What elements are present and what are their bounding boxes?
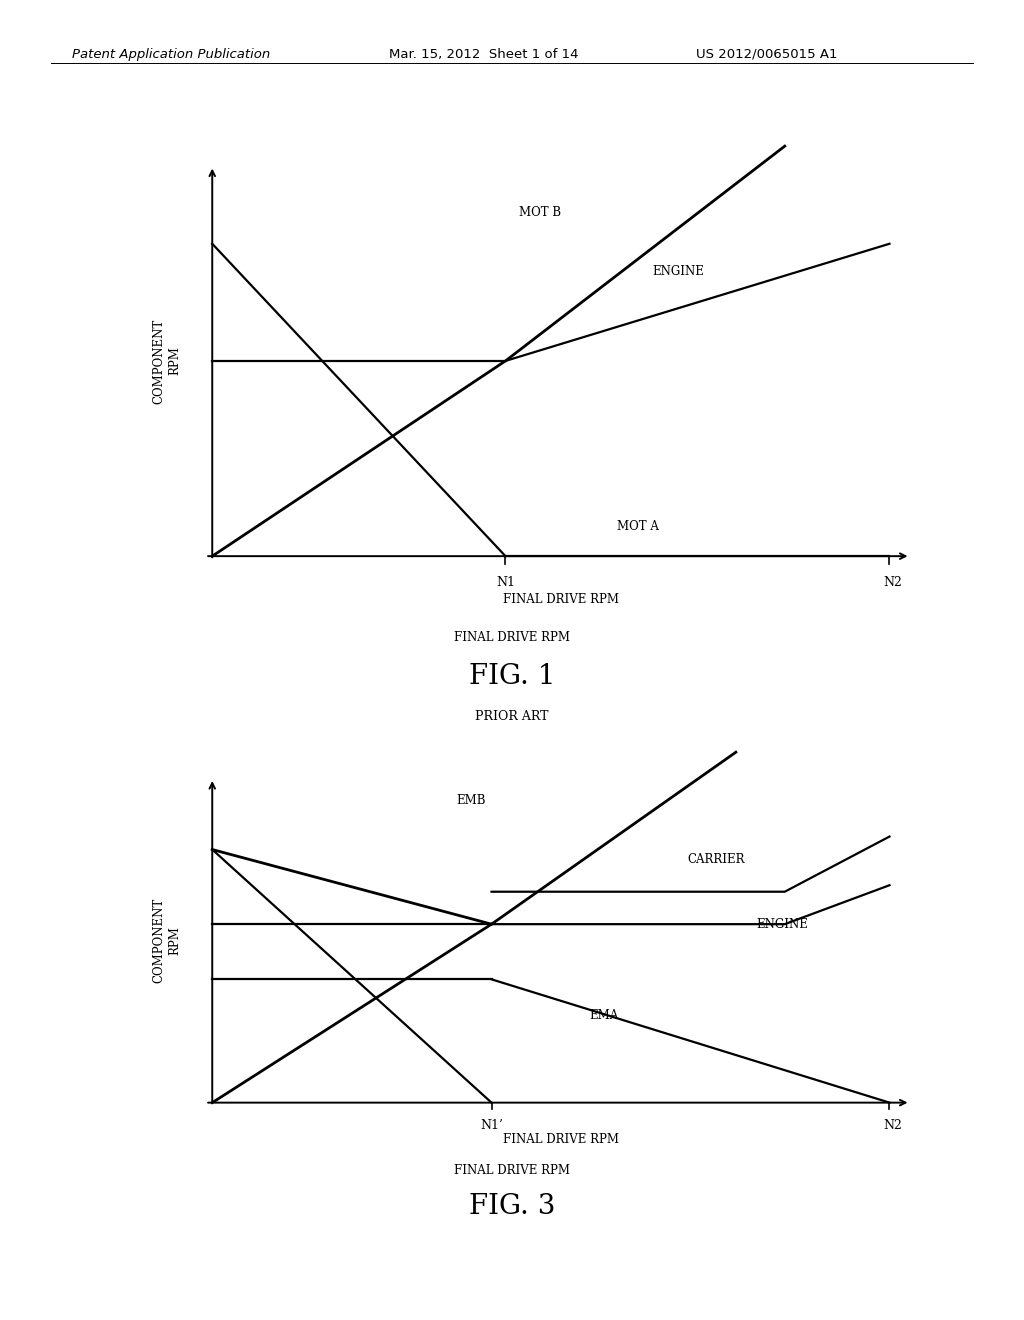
Text: FIG. 1: FIG. 1 [469,663,555,689]
Text: N1’: N1’ [480,1119,503,1131]
Text: FIG. 3: FIG. 3 [469,1193,555,1220]
Text: FINAL DRIVE RPM: FINAL DRIVE RPM [454,1164,570,1177]
Text: MOT A: MOT A [617,520,659,533]
Text: PRIOR ART: PRIOR ART [475,710,549,723]
Text: COMPONENT
RPM: COMPONENT RPM [153,898,181,983]
Text: EMA: EMA [589,1008,618,1022]
Text: COMPONENT
RPM: COMPONENT RPM [153,318,181,404]
Text: ENGINE: ENGINE [757,917,809,931]
Text: CARRIER: CARRIER [687,853,744,866]
Text: N2: N2 [884,1119,902,1131]
Text: N1: N1 [496,576,515,589]
Text: FINAL DRIVE RPM: FINAL DRIVE RPM [504,593,620,606]
Text: MOT B: MOT B [519,206,561,219]
Text: US 2012/0065015 A1: US 2012/0065015 A1 [696,48,838,61]
Text: N2: N2 [884,576,902,589]
Text: Patent Application Publication: Patent Application Publication [72,48,270,61]
Text: FINAL DRIVE RPM: FINAL DRIVE RPM [454,631,570,644]
Text: EMB: EMB [457,795,486,808]
Text: FINAL DRIVE RPM: FINAL DRIVE RPM [504,1134,620,1147]
Text: Mar. 15, 2012  Sheet 1 of 14: Mar. 15, 2012 Sheet 1 of 14 [389,48,579,61]
Text: ENGINE: ENGINE [652,264,703,277]
